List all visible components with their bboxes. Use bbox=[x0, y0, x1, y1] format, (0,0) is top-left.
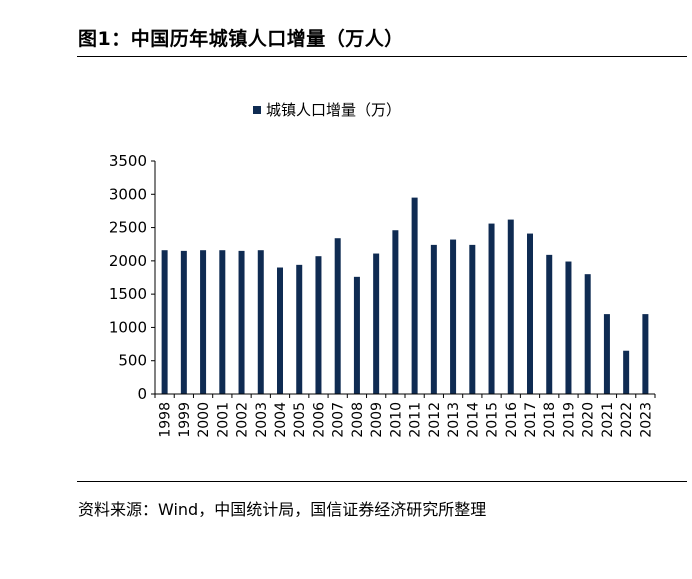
bars bbox=[161, 197, 649, 394]
y-tick-label: 2500 bbox=[109, 219, 147, 237]
bar-2016 bbox=[507, 219, 514, 394]
bar-2008 bbox=[353, 276, 360, 394]
x-tick-label: 2005 bbox=[292, 402, 308, 438]
x-tick-label: 2001 bbox=[215, 402, 231, 438]
x-tick-label: 2018 bbox=[542, 402, 558, 438]
x-tick-label: 2002 bbox=[235, 402, 251, 438]
x-tick-label: 2008 bbox=[350, 402, 366, 438]
bar-2000 bbox=[200, 250, 207, 394]
x-tick-label: 2000 bbox=[196, 402, 212, 438]
bar-2003 bbox=[257, 250, 264, 394]
bar-2012 bbox=[430, 244, 437, 394]
x-tick-label: 2012 bbox=[427, 402, 443, 438]
y-axis: 0 500 1000 1500 2000 2500 3000 3500 bbox=[109, 152, 156, 403]
x-tick-label: 2015 bbox=[485, 402, 501, 438]
x-tick-label: 2020 bbox=[581, 402, 597, 438]
x-tick-label: 2003 bbox=[254, 402, 270, 438]
bar-2004 bbox=[277, 267, 283, 394]
bar-2022 bbox=[623, 350, 630, 394]
x-tick-label: 2011 bbox=[408, 402, 424, 438]
y-tick-label: 1500 bbox=[109, 285, 147, 303]
x-tick-label: 1999 bbox=[177, 402, 193, 438]
bar-2011 bbox=[411, 197, 418, 394]
x-tick-label: 2019 bbox=[561, 402, 577, 438]
legend-swatch bbox=[253, 106, 261, 114]
x-tick-label: 2007 bbox=[331, 402, 347, 438]
bar-2020 bbox=[584, 274, 591, 394]
bar-2007 bbox=[334, 238, 341, 394]
source-rule bbox=[77, 481, 687, 482]
x-tick-label: 2010 bbox=[388, 402, 404, 438]
x-tick-label: 2023 bbox=[638, 402, 654, 438]
bar-2014 bbox=[469, 244, 476, 394]
legend: 城镇人口增量（万） bbox=[253, 101, 401, 119]
bar-2023 bbox=[642, 314, 649, 394]
source-note: 资料来源：Wind，中国统计局，国信证券经济研究所整理 bbox=[78, 500, 487, 519]
x-tick-label: 2016 bbox=[504, 402, 520, 438]
bar-1998 bbox=[161, 250, 168, 394]
y-tick-label: 3500 bbox=[109, 152, 147, 170]
y-tick-label: 2000 bbox=[109, 252, 147, 270]
bar-2021 bbox=[603, 314, 610, 394]
y-tick-label: 500 bbox=[118, 352, 147, 370]
bar-2001 bbox=[219, 250, 226, 394]
x-tick-label: 2021 bbox=[600, 402, 616, 438]
y-tick-label: 0 bbox=[137, 385, 147, 403]
x-tick-label: 2006 bbox=[311, 402, 327, 438]
x-tick-label: 1998 bbox=[158, 402, 174, 438]
y-tick-label: 1000 bbox=[109, 318, 147, 336]
x-tick-label: 2014 bbox=[465, 402, 481, 438]
bar-2019 bbox=[565, 261, 572, 394]
x-tick-label: 2009 bbox=[369, 402, 385, 438]
legend-label: 城镇人口增量（万） bbox=[266, 101, 401, 119]
y-tick-label: 3000 bbox=[109, 185, 147, 203]
bar-2006 bbox=[315, 256, 322, 394]
bar-2017 bbox=[527, 233, 533, 394]
x-tick-label: 2004 bbox=[273, 402, 289, 438]
bar-chart: 城镇人口增量（万） 0 500 1000 1500 2000 2500 3000 3500 1… bbox=[109, 101, 656, 438]
x-tick-label: 2017 bbox=[523, 402, 539, 438]
bar-2018 bbox=[546, 254, 553, 394]
x-tick-label: 2013 bbox=[446, 402, 462, 438]
bar-2005 bbox=[296, 264, 303, 394]
figure-title: 图1：中国历年城镇人口增量（万人） bbox=[78, 28, 404, 50]
bar-2009 bbox=[373, 253, 380, 394]
bar-1999 bbox=[180, 250, 187, 394]
x-axis: 1998 1999 2000 2001 2002 2003 2004 2005 2006 2007… bbox=[154, 393, 656, 438]
title-rule bbox=[77, 56, 687, 57]
bar-2010 bbox=[392, 230, 399, 394]
bar-2013 bbox=[450, 239, 457, 394]
bar-2002 bbox=[238, 250, 245, 394]
bar-2015 bbox=[488, 223, 495, 394]
x-tick-label: 2022 bbox=[619, 402, 635, 438]
